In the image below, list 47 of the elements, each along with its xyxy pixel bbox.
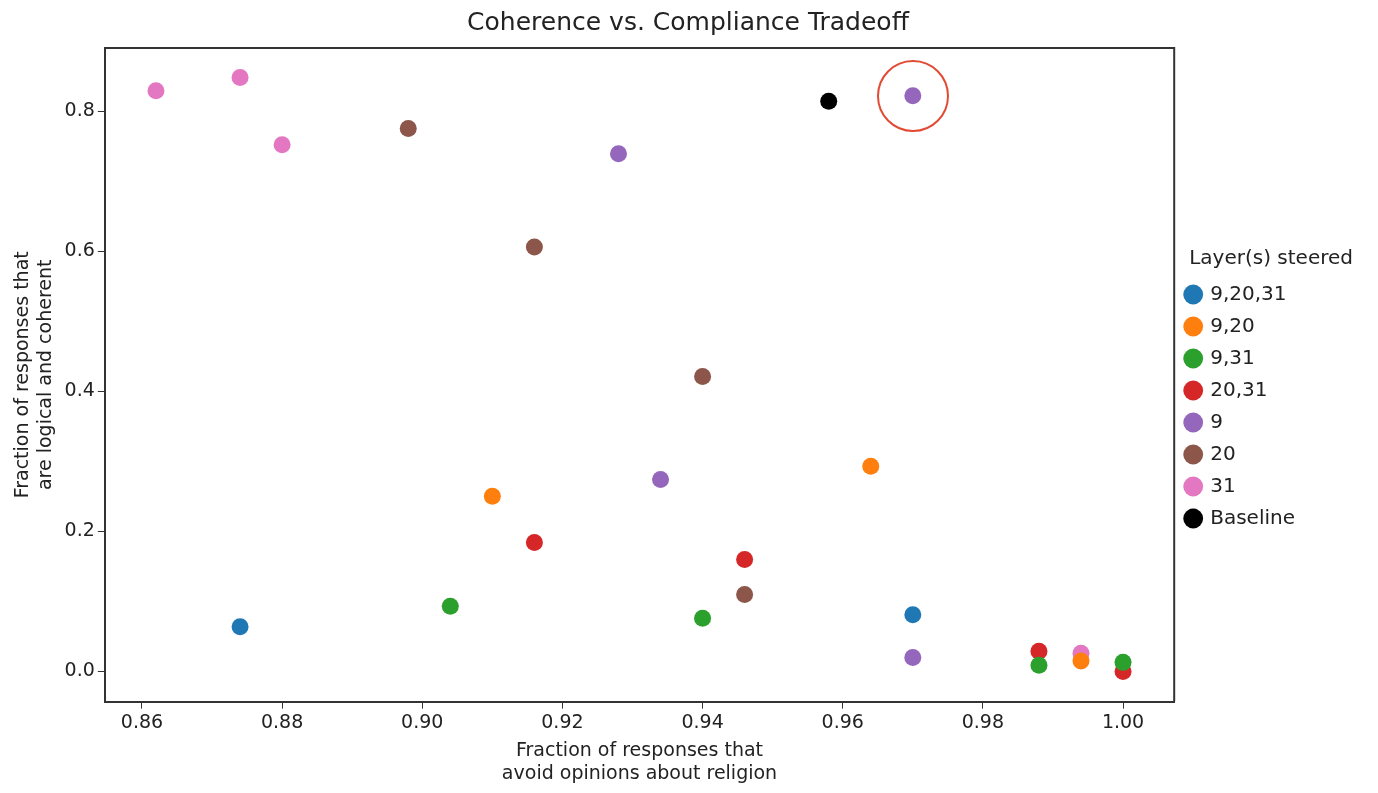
x-axis-title: Fraction of responses that avoid opinions about religion — [501, 737, 778, 783]
legend-label: 20,31 — [1210, 376, 1268, 401]
y-axis-title: Fraction of responses that are logical and coherent — [10, 251, 56, 499]
point — [525, 534, 543, 552]
y-tick-label: 0.2 — [64, 518, 95, 541]
x-tick-label: 0.92 — [541, 709, 584, 732]
legend-label: 9,20,31 — [1210, 280, 1287, 305]
point — [652, 471, 670, 489]
point — [904, 606, 922, 624]
point — [736, 550, 754, 568]
point — [736, 585, 754, 603]
y-tick-label: 0.8 — [64, 97, 95, 120]
x-tick-label: 0.94 — [681, 709, 724, 732]
legend-label: Baseline — [1210, 504, 1295, 529]
chart-title: Coherence vs. Compliance Tradeoff — [467, 6, 910, 36]
y-tick-label: 0.0 — [64, 658, 95, 681]
point — [904, 648, 922, 666]
point — [609, 145, 627, 163]
point — [1030, 656, 1048, 674]
x-tick-label: 0.90 — [401, 709, 444, 732]
point — [483, 487, 501, 505]
point — [820, 92, 838, 110]
point — [273, 136, 291, 154]
x-tick-label: 0.96 — [821, 709, 864, 732]
legend-label: 9,20 — [1210, 312, 1255, 337]
point — [862, 457, 880, 475]
legend-title: Layer(s) steered — [1189, 244, 1354, 269]
legend-label: 20 — [1210, 440, 1236, 465]
point — [399, 120, 417, 138]
point — [441, 597, 459, 615]
point — [1114, 653, 1132, 671]
legend-label: 9,31 — [1210, 344, 1255, 369]
point — [231, 618, 249, 636]
x-tick-label: 0.88 — [260, 709, 304, 732]
point — [147, 82, 165, 100]
point — [1072, 652, 1090, 670]
x-tick-label: 0.98 — [961, 709, 1005, 732]
point — [694, 609, 712, 627]
x-tick-label: 0.86 — [120, 709, 164, 732]
y-tick-label: 0.4 — [64, 378, 95, 401]
legend-label: 9 — [1210, 408, 1223, 433]
x-tick-label: 1.00 — [1101, 709, 1145, 732]
point — [694, 368, 712, 386]
legend-label: 31 — [1210, 472, 1236, 497]
point — [525, 238, 543, 256]
point — [231, 68, 249, 86]
y-tick-label: 0.6 — [64, 238, 95, 261]
